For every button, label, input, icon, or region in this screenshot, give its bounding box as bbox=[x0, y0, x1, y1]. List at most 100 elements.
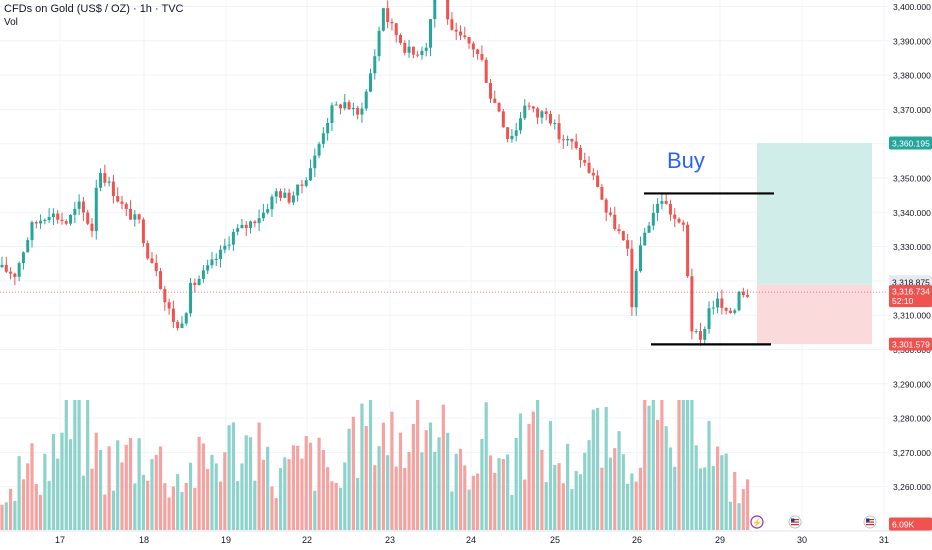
entry-price-tag: 3,318.875 bbox=[889, 275, 932, 289]
y-tick-label: 3,290.000 bbox=[893, 379, 931, 389]
volume-bar bbox=[278, 468, 283, 530]
candle-body bbox=[480, 54, 484, 60]
volume-bar bbox=[21, 479, 26, 530]
volume-bar bbox=[578, 474, 583, 530]
flag-stripe bbox=[791, 521, 799, 523]
candle-body bbox=[578, 148, 582, 160]
take-profit-tag: 3,360.195 bbox=[889, 136, 932, 150]
volume-bar bbox=[613, 448, 617, 530]
candle-body bbox=[471, 43, 475, 50]
volume-bar bbox=[124, 444, 128, 530]
candle-body bbox=[656, 203, 660, 213]
candle-body bbox=[544, 111, 548, 114]
candle-body bbox=[9, 271, 13, 274]
volume-bar bbox=[326, 467, 330, 530]
volume-bar bbox=[356, 477, 360, 530]
candle-body bbox=[561, 139, 565, 141]
x-tick-label: 24 bbox=[466, 535, 476, 545]
candle-body bbox=[411, 46, 415, 55]
x-tick-label: 30 bbox=[797, 535, 807, 545]
volume-value-tag: 6.09K bbox=[889, 517, 932, 531]
candle-body bbox=[566, 138, 570, 141]
volume-bar bbox=[694, 445, 698, 530]
countdown-text: 52:10 bbox=[892, 296, 914, 306]
volume-bar bbox=[73, 400, 77, 530]
volume-bar bbox=[467, 489, 471, 530]
candle-body bbox=[741, 291, 745, 296]
candle-body bbox=[21, 252, 25, 264]
volume-bar bbox=[193, 487, 197, 530]
candle-body bbox=[630, 248, 634, 308]
y-tick-label: 3,370.000 bbox=[893, 105, 931, 115]
volume-bar bbox=[728, 501, 733, 530]
us-flag-event-icon bbox=[788, 515, 802, 529]
candle-body bbox=[527, 105, 531, 107]
candle-body bbox=[69, 214, 73, 224]
volume-bar bbox=[527, 424, 531, 530]
volume-indicator-label[interactable]: Vol bbox=[4, 17, 18, 28]
flag-canton bbox=[791, 518, 795, 522]
position-zones bbox=[0, 143, 888, 345]
candle-body bbox=[484, 59, 488, 83]
y-tick-label: 3,350.000 bbox=[893, 174, 931, 184]
candle-body bbox=[596, 175, 600, 187]
us-flag-event-icon bbox=[863, 515, 877, 529]
take-profit-tag-text: 3,360.195 bbox=[892, 139, 930, 149]
volume-bar bbox=[338, 487, 343, 530]
candle-body bbox=[77, 201, 81, 209]
volume-bar bbox=[30, 443, 34, 530]
candle-body bbox=[390, 21, 394, 24]
volume-bar bbox=[351, 416, 355, 530]
x-tick-label: 17 bbox=[55, 535, 65, 545]
volume-bar bbox=[231, 422, 235, 530]
candle-body bbox=[274, 191, 278, 197]
candle-body bbox=[313, 155, 317, 169]
candle-body bbox=[193, 282, 197, 285]
volume-bar bbox=[544, 482, 548, 530]
candle-body bbox=[373, 56, 377, 74]
volume-bar bbox=[81, 475, 86, 530]
volume-bar bbox=[343, 462, 347, 530]
volume-bar bbox=[201, 443, 205, 530]
candle-body bbox=[531, 106, 535, 109]
volume-bar bbox=[128, 438, 133, 530]
volume-bar bbox=[111, 490, 116, 530]
volume-bar bbox=[668, 447, 673, 530]
lightning-icon-ring bbox=[750, 515, 764, 529]
volume-bar bbox=[707, 421, 711, 530]
candle-body bbox=[334, 104, 338, 106]
volume-bar bbox=[488, 455, 493, 530]
candle-body bbox=[536, 108, 540, 118]
x-tick-label: 22 bbox=[302, 535, 312, 545]
candle-body bbox=[694, 331, 698, 333]
volume-bar bbox=[26, 463, 30, 530]
volume-bar bbox=[407, 452, 411, 530]
volume-bar bbox=[77, 400, 81, 530]
candle-body bbox=[133, 214, 137, 220]
volume-bar bbox=[454, 453, 458, 530]
flag-stripe bbox=[866, 524, 874, 526]
candle-body bbox=[424, 47, 428, 51]
candle-body bbox=[591, 172, 595, 176]
candle-body bbox=[574, 141, 578, 149]
candle-body bbox=[227, 244, 231, 246]
volume-bar bbox=[373, 465, 377, 530]
candle-body bbox=[647, 225, 651, 233]
candle-body bbox=[587, 162, 591, 173]
candle-body bbox=[613, 214, 617, 230]
volume-bar bbox=[291, 445, 295, 530]
candle-body bbox=[643, 232, 647, 246]
candle-body bbox=[309, 168, 313, 181]
volume-bar bbox=[253, 480, 257, 530]
y-tick-label: 3,260.000 bbox=[893, 482, 931, 492]
y-tick-label: 3,340.000 bbox=[893, 208, 931, 218]
y-tick-label: 3,270.000 bbox=[893, 448, 931, 458]
volume-bar bbox=[510, 495, 514, 530]
candle-body bbox=[351, 107, 355, 110]
volume-bar bbox=[656, 419, 660, 530]
candle-body bbox=[660, 201, 664, 204]
candle-body bbox=[540, 111, 544, 118]
volume-bar bbox=[240, 463, 244, 530]
candle-body bbox=[716, 298, 720, 308]
